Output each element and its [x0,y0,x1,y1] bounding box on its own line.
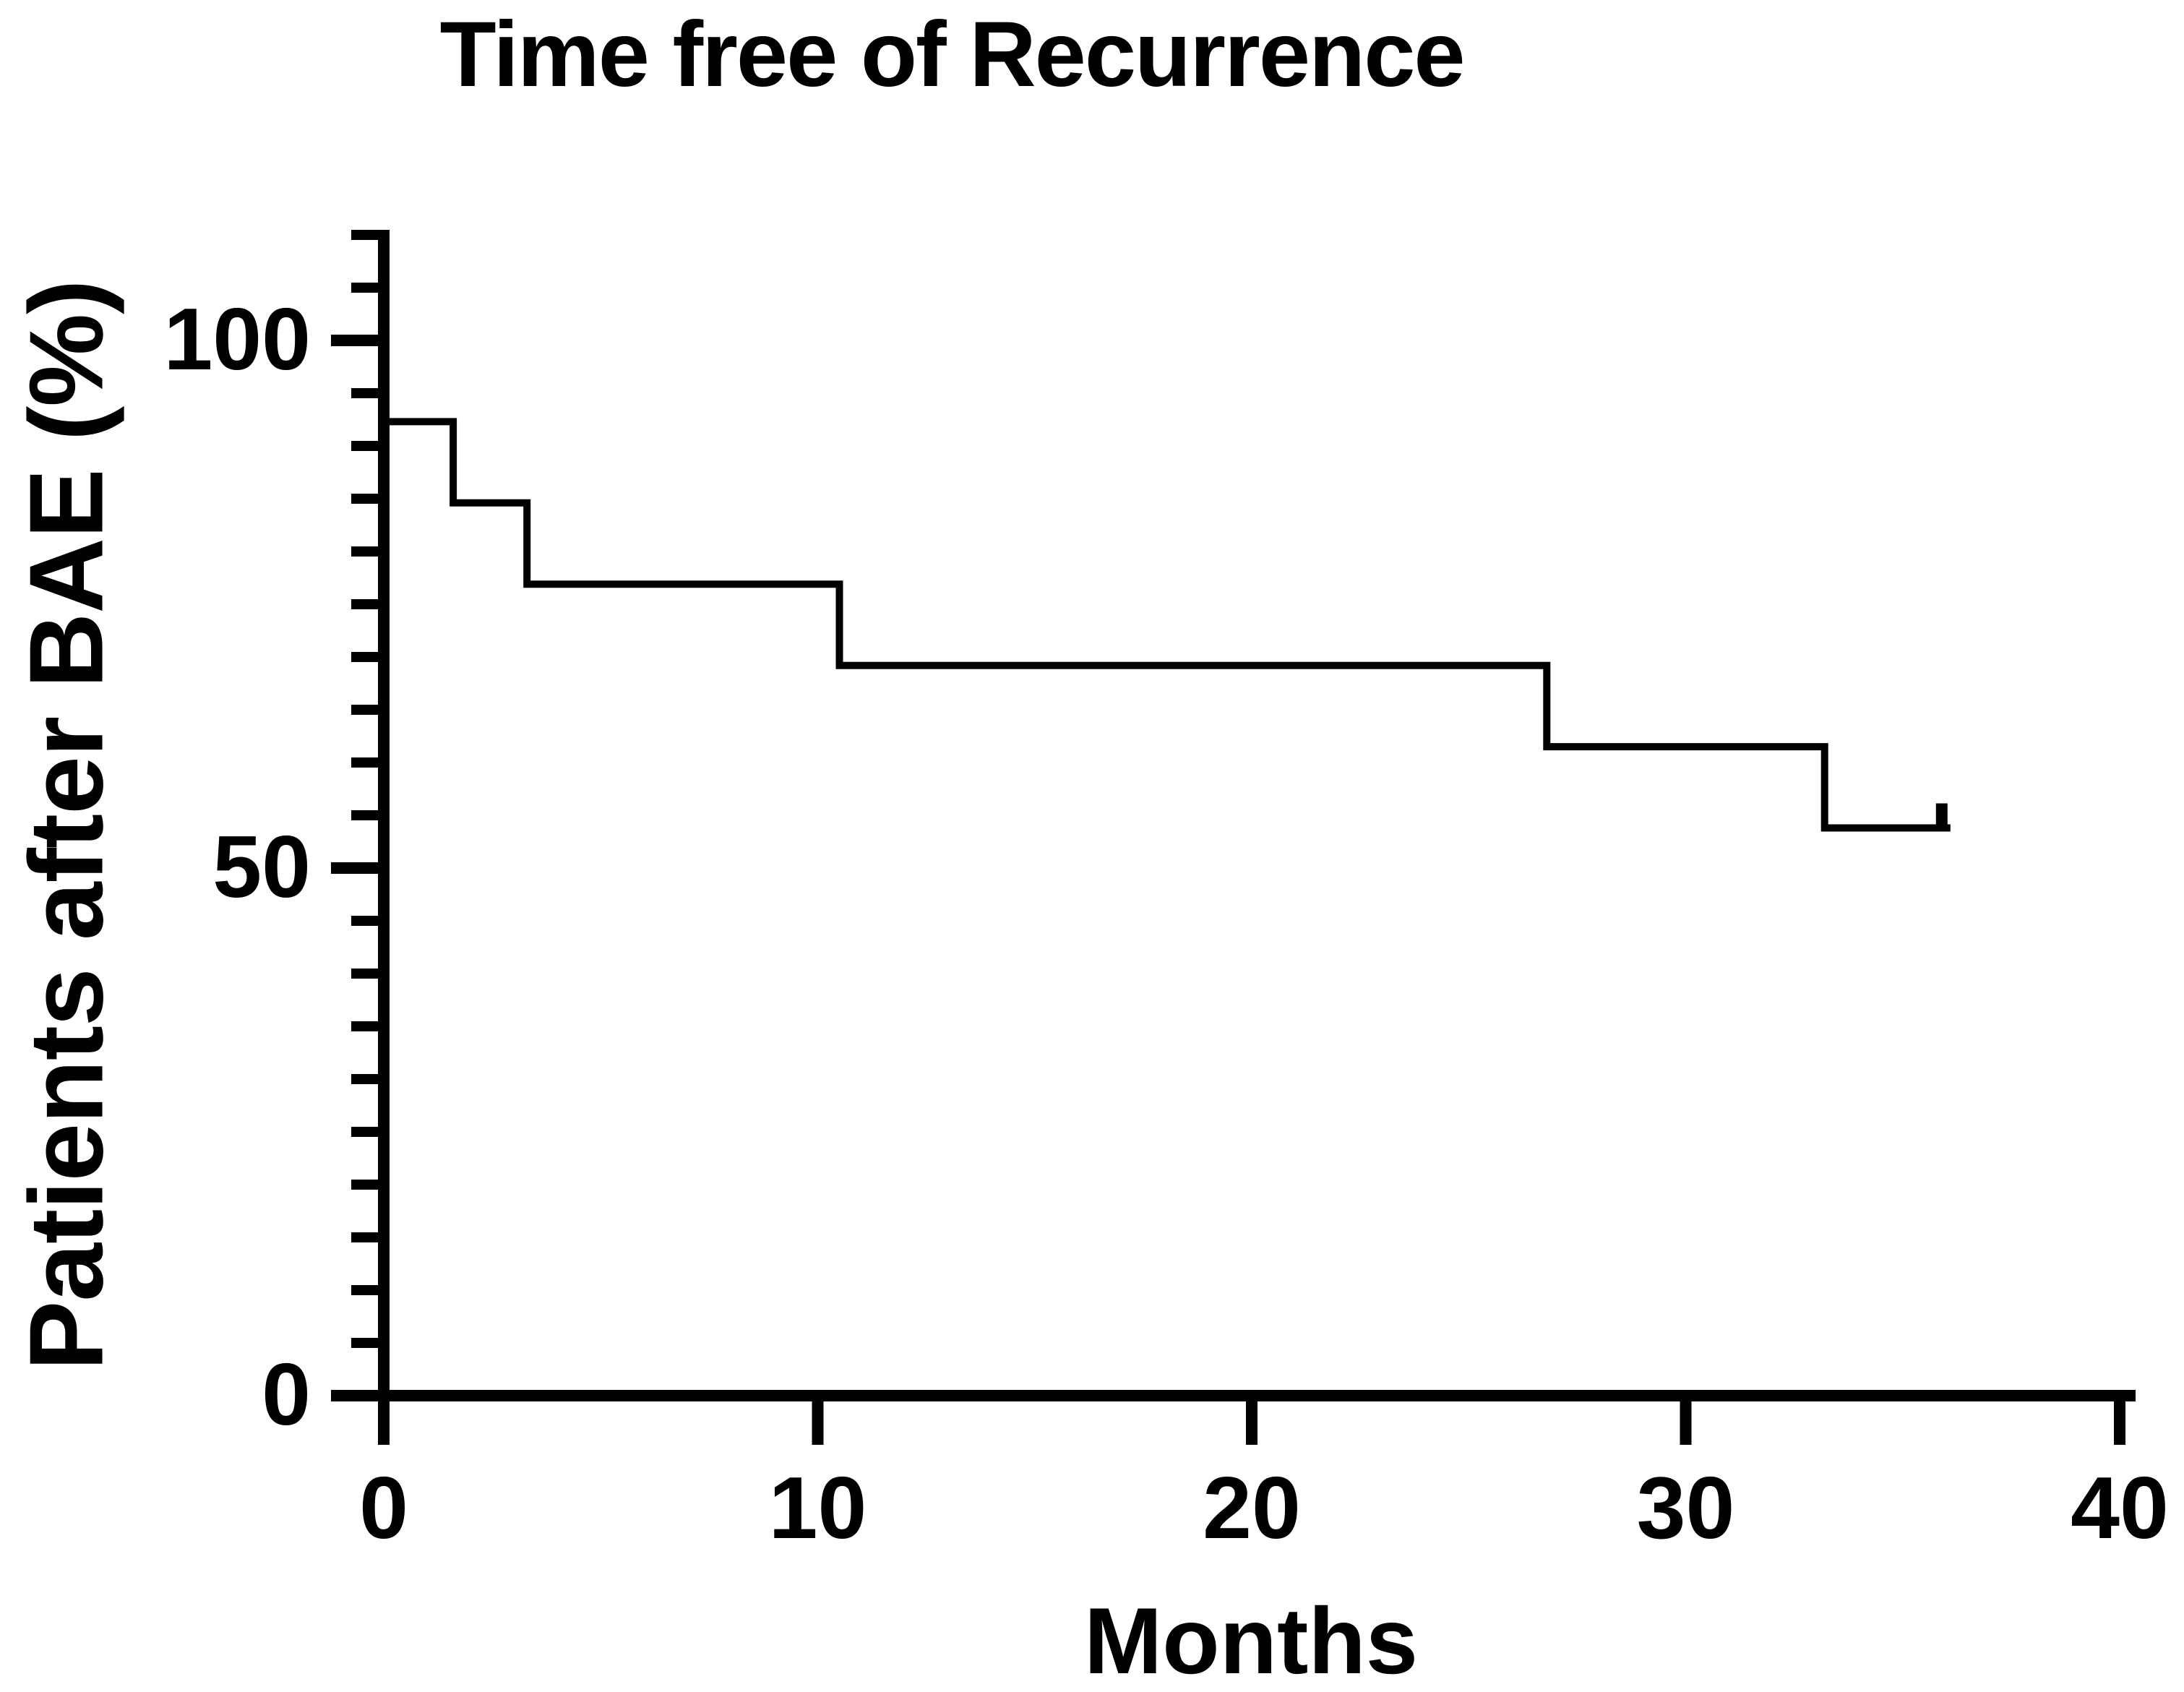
y-minor-tick [351,1127,378,1137]
x-axis-title: Months [1083,1588,1419,1692]
y-minor-tick [351,283,378,293]
x-tick [1246,1401,1257,1445]
y-tick-label: 50 [212,817,311,916]
x-tick [2114,1401,2125,1445]
y-minor-tick [351,1338,378,1348]
y-minor-tick [351,1232,378,1242]
survival-curve [384,418,1951,832]
x-tick-label: 10 [768,1459,867,1557]
y-minor-tick [351,388,378,398]
y-minor-tick [351,441,378,451]
y-minor-tick [351,1180,378,1190]
x-tick [1680,1401,1692,1445]
y-major-tick [331,335,378,346]
y-major-tick [331,862,378,874]
x-axis-line [378,1390,2136,1401]
x-tick [812,1401,824,1445]
y-minor-tick [351,757,378,768]
y-minor-tick [351,969,378,979]
censor-tick [1935,803,1948,831]
y-minor-tick [351,810,378,820]
x-tick-label: 20 [1203,1459,1301,1557]
y-minor-tick [351,1285,378,1295]
y-minor-tick [351,1074,378,1084]
x-tick [378,1401,390,1445]
y-minor-tick [351,652,378,662]
y-minor-tick [351,705,378,715]
y-tick-label: 0 [262,1345,311,1443]
y-minor-tick [351,546,378,557]
y-major-tick [331,1390,378,1401]
y-tick-label: 100 [163,290,311,388]
y-minor-tick [351,230,378,240]
x-tick-label: 30 [1636,1459,1735,1557]
y-minor-tick [351,599,378,609]
y-minor-tick [351,1021,378,1031]
chart-title: Time free of Recurrence [439,3,1465,106]
x-tick-label: 0 [359,1459,408,1557]
y-axis-line [378,230,390,1401]
y-minor-tick [351,494,378,504]
x-tick-label: 40 [2071,1459,2169,1557]
y-minor-tick [351,916,378,926]
